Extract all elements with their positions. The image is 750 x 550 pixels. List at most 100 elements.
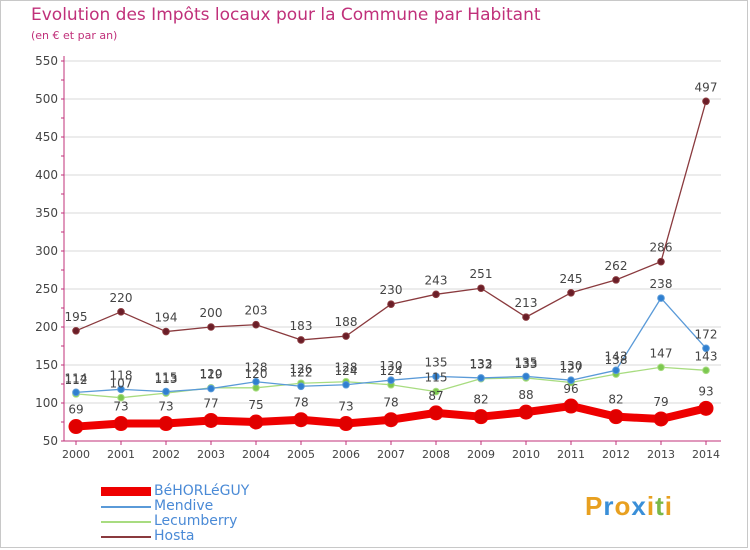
data-label-mendive: 122	[290, 365, 313, 379]
x-tick-label: 2009	[467, 448, 495, 461]
data-point-mendive	[162, 387, 170, 396]
data-point-hosta	[522, 313, 530, 321]
data-point-behorleguy	[68, 419, 84, 435]
data-point-mendive	[387, 376, 395, 385]
data-label-lecumberry: 120	[200, 367, 223, 381]
data-label-lecumberry: 120	[245, 367, 268, 381]
data-point-behorleguy	[338, 416, 354, 432]
data-point-mendive	[117, 385, 125, 394]
y-tick-label: 450	[35, 130, 58, 144]
data-point-mendive	[252, 377, 260, 386]
data-label-lecumberry: 127	[560, 361, 583, 375]
data-label-behorleguy: 78	[293, 396, 308, 410]
data-point-mendive	[612, 366, 620, 375]
legend-label-hosta: Hosta	[154, 528, 195, 544]
data-point-hosta	[342, 332, 350, 340]
data-label-mendive: 119	[200, 368, 223, 382]
y-tick-label: 250	[35, 282, 58, 296]
logo-letter: i	[646, 491, 656, 521]
y-tick-label: 350	[35, 206, 58, 220]
legend-label-behorleguy: BéHORLéGUY	[154, 483, 250, 499]
x-tick-label: 2012	[602, 448, 630, 461]
data-label-lecumberry: 107	[110, 377, 133, 391]
data-point-lecumberry	[432, 387, 440, 396]
logo-letter: o	[614, 491, 632, 521]
data-label-lecumberry: 115	[425, 371, 448, 385]
y-tick-label: 50	[43, 434, 58, 448]
data-point-lecumberry	[657, 363, 665, 372]
data-label-mendive: 115	[155, 371, 178, 385]
data-point-mendive	[702, 344, 710, 353]
data-point-hosta	[432, 290, 440, 299]
y-tick-label: 200	[35, 320, 58, 334]
legend-swatch-hosta	[101, 536, 151, 538]
data-point-lecumberry	[117, 393, 125, 402]
data-label-lecumberry: 132	[470, 358, 493, 372]
data-label-mendive: 114	[65, 371, 88, 385]
legend-label-mendive: Mendive	[154, 498, 214, 514]
data-label-lecumberry: 126	[290, 362, 313, 376]
data-label-mendive: 124	[335, 364, 358, 378]
data-label-behorleguy: 69	[68, 403, 83, 417]
data-point-hosta	[72, 327, 80, 335]
x-tick-label: 2010	[512, 448, 540, 461]
data-point-behorleguy	[518, 404, 534, 420]
data-point-behorleguy	[563, 398, 579, 414]
data-label-behorleguy: 73	[113, 400, 128, 414]
legend-swatch-lecumberry	[101, 521, 151, 523]
chart-title: Evolution des Impôts locaux pour la Comm…	[31, 5, 541, 25]
data-point-hosta	[162, 327, 170, 336]
data-label-behorleguy: 78	[383, 396, 398, 410]
data-label-hosta: 194	[155, 311, 178, 325]
data-label-mendive: 128	[245, 361, 268, 375]
data-label-hosta: 195	[65, 310, 88, 324]
data-point-mendive	[297, 382, 305, 391]
data-label-behorleguy: 77	[203, 396, 218, 410]
x-tick-label: 2002	[152, 448, 180, 461]
data-point-behorleguy	[383, 412, 399, 428]
data-point-hosta	[702, 97, 710, 106]
data-label-hosta: 203	[245, 304, 268, 318]
data-point-hosta	[612, 276, 620, 284]
data-label-mendive: 118	[110, 368, 133, 382]
data-point-hosta	[657, 257, 665, 266]
data-label-hosta: 230	[380, 283, 403, 297]
data-label-lecumberry: 124	[380, 364, 403, 378]
proxiti-logo: Proxiti	[585, 491, 673, 522]
data-point-behorleguy	[473, 409, 489, 425]
data-point-behorleguy	[248, 414, 264, 430]
data-label-behorleguy: 96	[563, 382, 578, 396]
data-label-mendive: 135	[425, 355, 448, 369]
data-label-lecumberry: 138	[605, 353, 628, 367]
x-tick-label: 2006	[332, 448, 360, 461]
data-point-lecumberry	[702, 366, 710, 375]
data-point-hosta	[117, 308, 125, 316]
y-tick-label: 400	[35, 168, 58, 182]
logo-letter: x	[631, 491, 647, 521]
data-point-behorleguy	[158, 416, 174, 432]
data-point-mendive	[477, 374, 485, 382]
y-tick-label: 550	[35, 54, 58, 68]
data-point-hosta	[207, 323, 215, 331]
data-point-hosta	[477, 284, 485, 293]
data-point-hosta	[567, 289, 575, 297]
y-tick-label: 100	[35, 396, 58, 410]
x-tick-label: 2011	[557, 448, 585, 461]
legend-swatch-mendive	[101, 506, 151, 508]
data-label-mendive: 130	[380, 359, 403, 373]
x-tick-label: 2004	[242, 448, 270, 461]
data-point-mendive	[342, 380, 350, 389]
data-label-lecumberry: 113	[155, 372, 178, 386]
data-label-hosta: 200	[200, 306, 223, 320]
data-point-behorleguy	[698, 400, 714, 416]
x-tick-label: 2008	[422, 448, 450, 461]
data-label-mendive: 143	[605, 349, 628, 363]
data-label-behorleguy: 93	[698, 384, 713, 398]
legend-label-lecumberry: Lecumberry	[154, 513, 238, 529]
data-point-mendive	[657, 294, 665, 302]
data-point-behorleguy	[653, 411, 669, 427]
data-point-behorleguy	[428, 405, 444, 421]
logo-letter: P	[585, 491, 604, 521]
